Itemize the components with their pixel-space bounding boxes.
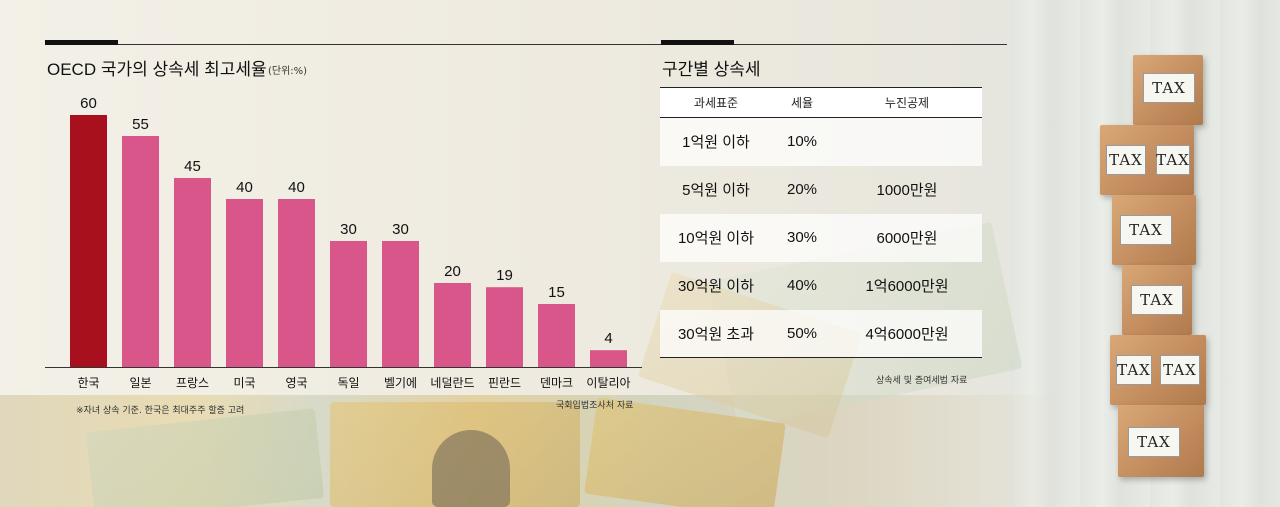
tax-label: TAX [1156, 145, 1190, 175]
chart-title: OECD 국가의 상속세 최고세율 [47, 60, 267, 79]
cell-deduction: 4억6000만원 [832, 309, 982, 358]
cell-tax-base: 30억원 이하 [677, 278, 755, 295]
table-row: 5억원 이하 20% 1000만원 [660, 166, 982, 214]
tax-label: TAX [1106, 145, 1146, 175]
category-label: 네덜란드 [430, 376, 474, 390]
data-label: 4 [604, 330, 612, 347]
category-label: 프랑스 [176, 376, 209, 390]
cell-tax-base: 30억원 초과 [660, 309, 772, 358]
category-label: 덴마크 [540, 376, 573, 390]
table-header-row: 과세표준 세율 누진공제 [660, 87, 982, 118]
category-label: 한국 [77, 376, 99, 390]
header-rate: 세율 [772, 87, 832, 118]
data-label: 20 [444, 263, 461, 280]
tax-label: TAX [1160, 355, 1200, 385]
category-label: 영국 [285, 376, 307, 390]
category-label: 독일 [337, 376, 359, 390]
cell-rate: 30% [772, 213, 832, 262]
table-title: 구간별 상속세 [662, 60, 761, 79]
data-label: 19 [496, 267, 513, 284]
header-rule [45, 44, 1007, 45]
tax-block: TAX [1112, 195, 1196, 265]
header-accent-left [45, 40, 118, 45]
tax-block: TAX [1118, 405, 1204, 477]
header-tax-base: 과세표준 [660, 87, 772, 118]
data-label: 30 [340, 221, 357, 238]
table-source: 상속세 및 증여세법 자료 [876, 376, 968, 386]
category-label: 일본 [129, 376, 151, 390]
tax-label: TAX [1131, 285, 1183, 315]
cell-tax-base: 5억원 이하 [682, 182, 750, 199]
data-label: 15 [548, 284, 565, 301]
tax-bracket-table: 과세표준 세율 누진공제 1억원 이하 10% 5억원 이하 20% 1000만… [660, 87, 982, 358]
cell-rate: 10% [772, 117, 832, 166]
table-row: 1억원 이하 10% [660, 117, 982, 166]
header-deduction: 누진공제 [832, 87, 982, 118]
cell-tax-base: 1억원 이하 [660, 117, 772, 166]
chart-source: 국회입법조사처 자료 [556, 401, 634, 411]
bar [174, 178, 211, 367]
bar [226, 199, 263, 367]
category-label: 이탈리아 [586, 376, 630, 390]
header-accent-right [661, 40, 734, 45]
tax-label: TAX [1116, 355, 1152, 385]
table-row: 30억원 이하 40% 1억6000만원 [660, 262, 982, 310]
data-label: 60 [80, 95, 97, 112]
cell-rate: 50% [772, 309, 832, 358]
data-label: 30 [392, 221, 409, 238]
table-row: 10억원 이하 30% 6000만원 [660, 213, 982, 262]
bar [590, 350, 627, 367]
cell-deduction: 6000만원 [832, 213, 982, 262]
bar [330, 241, 367, 367]
data-label: 45 [184, 158, 201, 175]
cell-deduction: 1000만원 [876, 182, 938, 199]
cell-rate: 40% [786, 277, 818, 294]
data-label: 40 [288, 179, 305, 196]
category-label: 핀란드 [488, 376, 521, 390]
banknote-portrait [432, 430, 510, 507]
tax-block: TAX [1133, 55, 1203, 125]
bar [434, 283, 471, 367]
tax-label: TAX [1128, 427, 1180, 457]
tax-label: TAX [1143, 73, 1195, 103]
bar [382, 241, 419, 367]
bar [70, 115, 107, 367]
bar [122, 136, 159, 367]
cell-deduction [832, 117, 982, 166]
tax-block: TAX [1122, 265, 1192, 335]
unit-label: (단위:%) [268, 66, 308, 77]
bar [486, 287, 523, 367]
category-label: 벨기에 [384, 376, 417, 390]
table-row: 30억원 초과 50% 4억6000만원 [660, 309, 982, 358]
bar-chart: 60 한국 55 일본 45 프랑스 40 미국 40 영국 30 독일 30 벨기에 20 네덜란드 19 핀란… [45, 95, 642, 390]
cell-deduction: 1억6000만원 [865, 278, 949, 295]
bar [278, 199, 315, 367]
category-label: 미국 [233, 376, 255, 390]
tax-block: TAX TAX [1100, 125, 1194, 195]
data-label: 55 [132, 116, 149, 133]
tax-label: TAX [1120, 215, 1172, 245]
cell-tax-base: 10억원 이하 [660, 213, 772, 262]
bar [538, 304, 575, 367]
cell-rate: 20% [786, 181, 818, 198]
tax-block: TAX TAX [1110, 335, 1206, 405]
data-label: 40 [236, 179, 253, 196]
chart-footnote: ※자녀 상속 기준. 한국은 최대주주 할증 고려 [76, 406, 245, 416]
